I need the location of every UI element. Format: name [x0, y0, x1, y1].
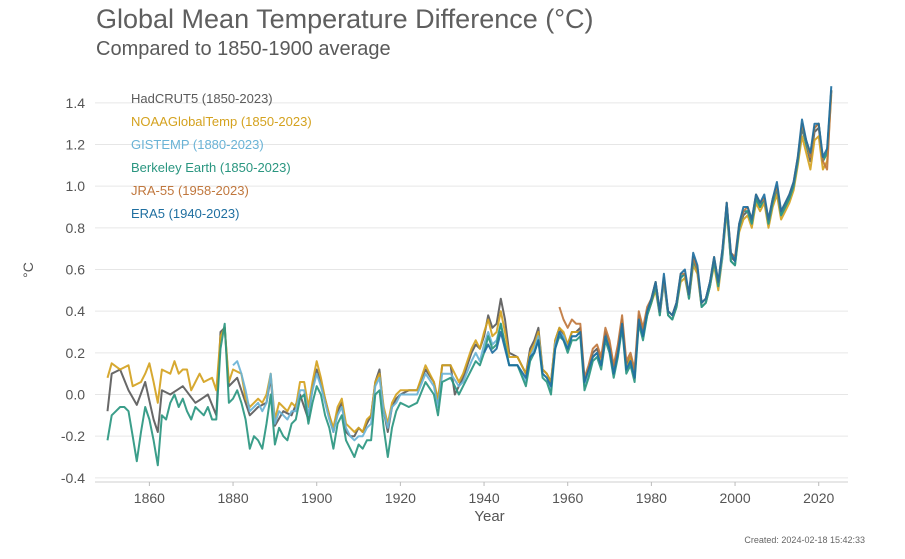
x-tick-label: 1900: [301, 490, 332, 506]
x-tick-label: 2000: [719, 490, 750, 506]
legend-item-4: JRA-55 (1958-2023): [131, 183, 249, 198]
y-tick-label: -0.2: [61, 428, 85, 444]
x-axis-label: Year: [474, 508, 504, 525]
y-tick-label: -0.4: [61, 470, 85, 486]
y-tick-label: 0.2: [66, 345, 86, 361]
y-tick-label: 0.0: [66, 387, 86, 403]
x-tick-label: 1880: [217, 490, 248, 506]
legend-item-2: GISTEMP (1880-2023): [131, 137, 264, 152]
series-line-5: [483, 86, 833, 388]
y-tick-label: 1.0: [66, 178, 86, 194]
x-tick-label: 1940: [468, 490, 499, 506]
y-tick-label: 0.8: [66, 220, 86, 236]
y-tick-label: 0.4: [66, 303, 86, 319]
x-tick-label: 1980: [636, 490, 667, 506]
x-tick-label: 2020: [803, 490, 834, 506]
x-tick-label: 1860: [134, 490, 165, 506]
x-tick-label: 1960: [552, 490, 583, 506]
chart-title: Global Mean Temperature Difference (°C): [96, 4, 594, 34]
y-tick-label: 1.4: [66, 95, 86, 111]
created-timestamp: Created: 2024-02-18 15:42:33: [744, 535, 865, 545]
y-tick-label: 1.2: [66, 137, 86, 153]
chart-subtitle: Compared to 1850-1900 average: [96, 38, 391, 60]
x-tick-label: 1920: [385, 490, 416, 506]
legend-item-3: Berkeley Earth (1850-2023): [131, 160, 291, 175]
legend-item-5: ERA5 (1940-2023): [131, 206, 239, 221]
legend-item-1: NOAAGlobalTemp (1850-2023): [131, 114, 312, 129]
legend-item-0: HadCRUT5 (1850-2023): [131, 91, 273, 106]
y-tick-label: 0.6: [66, 262, 86, 278]
series-line-4: [558, 90, 833, 379]
